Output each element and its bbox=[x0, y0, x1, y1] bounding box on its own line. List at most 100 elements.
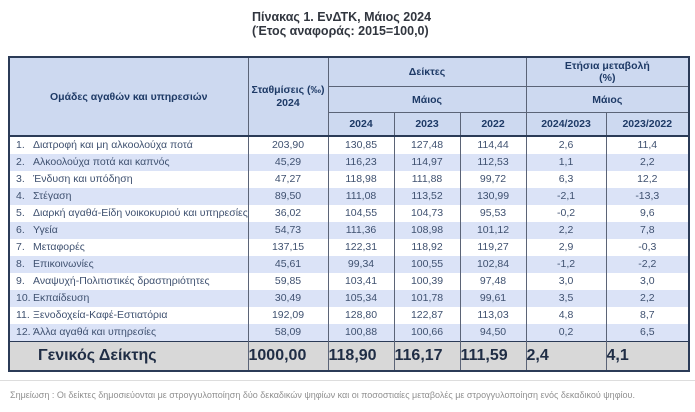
row-number: 9. bbox=[16, 275, 25, 287]
index-2022-cell: 114,44 bbox=[459, 136, 527, 154]
change-2023-2022-cell: -0,3 bbox=[605, 239, 690, 256]
table-title-line1: Πίνακας 1. ΕνΔΤΚ, Μάιος 2024 bbox=[252, 10, 432, 24]
table-body: 1. Διατροφή και μη αλκοολούχα ποτά 203,90… bbox=[8, 136, 690, 342]
row-number: 1. bbox=[16, 139, 25, 151]
change-2023-2022-cell: -13,3 bbox=[605, 188, 690, 205]
total-index-2024-cell: 118,90 bbox=[327, 341, 395, 371]
table-row: 1. Διατροφή και μη αλκοολούχα ποτά 203,90… bbox=[8, 136, 690, 154]
change-2023-2022-cell: 2,2 bbox=[605, 154, 690, 171]
category-label: Μεταφορές bbox=[33, 241, 85, 253]
change-2024-2023-cell: 0,2 bbox=[525, 324, 607, 342]
table-header: Ομάδες αγαθών και υπηρεσιών Σταθμίσεις (… bbox=[8, 57, 690, 137]
change-2024-2023-cell: 3,5 bbox=[525, 290, 607, 307]
category-cell: 6. Υγεία bbox=[8, 222, 249, 239]
category-label: Υγεία bbox=[33, 224, 58, 236]
weights-year: 2024 bbox=[276, 96, 300, 109]
index-2022-cell: 112,53 bbox=[459, 154, 527, 171]
row-number: 11. bbox=[16, 309, 30, 321]
index-2024-cell: 104,55 bbox=[327, 205, 395, 222]
index-2022-cell: 94,50 bbox=[459, 324, 527, 342]
category-label: Ξενοδοχεία-Καφέ-Εστιατόρια bbox=[33, 309, 168, 321]
index-2023-cell: 101,78 bbox=[393, 290, 461, 307]
weight-cell: 54,73 bbox=[247, 222, 329, 239]
row-number: 8. bbox=[16, 258, 25, 270]
change-2023-2022-cell: 2,2 bbox=[605, 290, 690, 307]
period-header-2024-2023: 2024/2023 bbox=[525, 112, 607, 137]
weight-cell: 203,90 bbox=[247, 136, 329, 154]
index-2023-cell: 100,66 bbox=[393, 324, 461, 342]
weight-cell: 59,85 bbox=[247, 273, 329, 290]
column-group-annual-change: Ετήσια μεταβολή (%) bbox=[525, 57, 690, 87]
total-row: Γενικός Δείκτης 1000,00 118,90 116,17 11… bbox=[8, 341, 690, 371]
index-2023-cell: 118,92 bbox=[393, 239, 461, 256]
index-2024-cell: 105,34 bbox=[327, 290, 395, 307]
row-number: 7. bbox=[16, 241, 25, 253]
table-row: 9. Αναψυχή-Πολιτιστικές δραστηριότητες 59… bbox=[8, 273, 690, 290]
index-2024-cell: 128,80 bbox=[327, 307, 395, 324]
change-2024-2023-cell: -0,2 bbox=[525, 205, 607, 222]
change-2023-2022-cell: 7,8 bbox=[605, 222, 690, 239]
weight-cell: 89,50 bbox=[247, 188, 329, 205]
weight-cell: 137,15 bbox=[247, 239, 329, 256]
total-weight-cell: 1000,00 bbox=[247, 341, 329, 371]
change-2024-2023-cell: -1,2 bbox=[525, 256, 607, 273]
category-cell: 4. Στέγαση bbox=[8, 188, 249, 205]
weights-label: Σταθμίσεις (‰) bbox=[251, 84, 325, 96]
index-2022-cell: 97,48 bbox=[459, 273, 527, 290]
index-2024-cell: 111,08 bbox=[327, 188, 395, 205]
index-2024-cell: 130,85 bbox=[327, 136, 395, 154]
index-2024-cell: 116,23 bbox=[327, 154, 395, 171]
weight-cell: 45,61 bbox=[247, 256, 329, 273]
annual-change-unit: (%) bbox=[599, 72, 616, 84]
index-2023-cell: 127,48 bbox=[393, 136, 461, 154]
change-2024-2023-cell: 2,6 bbox=[525, 136, 607, 154]
weight-cell: 58,09 bbox=[247, 324, 329, 342]
total-index-2023-cell: 116,17 bbox=[393, 341, 461, 371]
header-row-month: Μάιος Μάιος bbox=[9, 86, 690, 113]
category-label: Άλλα αγαθά και υπηρεσίες bbox=[33, 326, 157, 338]
total-change-2023-2022-cell: 4,1 bbox=[605, 341, 690, 371]
index-2022-cell: 119,27 bbox=[459, 239, 527, 256]
category-cell: 7. Μεταφορές bbox=[8, 239, 249, 256]
column-header-weights: Σταθμίσεις (‰) 2024 bbox=[247, 57, 329, 137]
category-cell: 8. Επικοινωνίες bbox=[8, 256, 249, 273]
total-index-2022-cell: 111,59 bbox=[459, 341, 527, 371]
year-header-2022: 2022 bbox=[459, 112, 527, 137]
weight-cell: 47,27 bbox=[247, 171, 329, 188]
table-row: 5. Διαρκή αγαθά-Είδη νοικοκυριού και υπηρ… bbox=[8, 205, 690, 222]
weight-cell: 45,29 bbox=[247, 154, 329, 171]
header-row-years: 2024 2023 2022 2024/2023 2023/2022 bbox=[9, 112, 690, 137]
index-2022-cell: 101,12 bbox=[459, 222, 527, 239]
footnote: Σημείωση : Οι δείκτες δημοσιεύονται με σ… bbox=[10, 390, 635, 400]
change-2024-2023-cell: 2,2 bbox=[525, 222, 607, 239]
change-2024-2023-cell: -2,1 bbox=[525, 188, 607, 205]
header-row-groups: Ομάδες αγαθών και υπηρεσιών Σταθμίσεις (… bbox=[8, 57, 690, 137]
change-2023-2022-cell: 6,5 bbox=[605, 324, 690, 342]
category-label: Διαρκή αγαθά-Είδη νοικοκυριού και υπηρεσ… bbox=[33, 207, 248, 219]
index-2023-cell: 100,39 bbox=[393, 273, 461, 290]
table-row: 6. Υγεία 54,73 111,36 108,98 101,12 2,2 7… bbox=[8, 222, 690, 239]
change-month-header: Μάιος bbox=[525, 86, 690, 113]
change-2023-2022-cell: 11,4 bbox=[605, 136, 690, 154]
category-label: Εκπαίδευση bbox=[33, 292, 90, 304]
row-number: 4. bbox=[16, 190, 25, 202]
index-2023-cell: 108,98 bbox=[393, 222, 461, 239]
category-cell: 1. Διατροφή και μη αλκοολούχα ποτά bbox=[8, 136, 249, 154]
table-row: 4. Στέγαση 89,50 111,08 113,52 130,99 -2,… bbox=[8, 188, 690, 205]
index-2023-cell: 111,88 bbox=[393, 171, 461, 188]
period-header-2023-2022: 2023/2022 bbox=[605, 112, 690, 137]
change-2023-2022-cell: 8,7 bbox=[605, 307, 690, 324]
category-label: Στέγαση bbox=[33, 190, 72, 202]
category-cell: 11. Ξενοδοχεία-Καφέ-Εστιατόρια bbox=[8, 307, 249, 324]
index-2023-cell: 122,87 bbox=[393, 307, 461, 324]
category-cell: 9. Αναψυχή-Πολιτιστικές δραστηριότητες bbox=[8, 273, 249, 290]
category-cell: 3. Ένδυση και υπόδηση bbox=[8, 171, 249, 188]
index-2022-cell: 102,84 bbox=[459, 256, 527, 273]
table-title: Πίνακας 1. ΕνΔΤΚ, Μάιος 2024 (Έτος αναφο… bbox=[252, 10, 431, 38]
weight-cell: 36,02 bbox=[247, 205, 329, 222]
category-cell: 10. Εκπαίδευση bbox=[8, 290, 249, 307]
change-2024-2023-cell: 1,1 bbox=[525, 154, 607, 171]
table-footer: Γενικός Δείκτης 1000,00 118,90 116,17 11… bbox=[8, 341, 690, 371]
index-2023-cell: 100,55 bbox=[393, 256, 461, 273]
table-row: 11. Ξενοδοχεία-Καφέ-Εστιατόρια 192,09 128… bbox=[8, 307, 690, 324]
